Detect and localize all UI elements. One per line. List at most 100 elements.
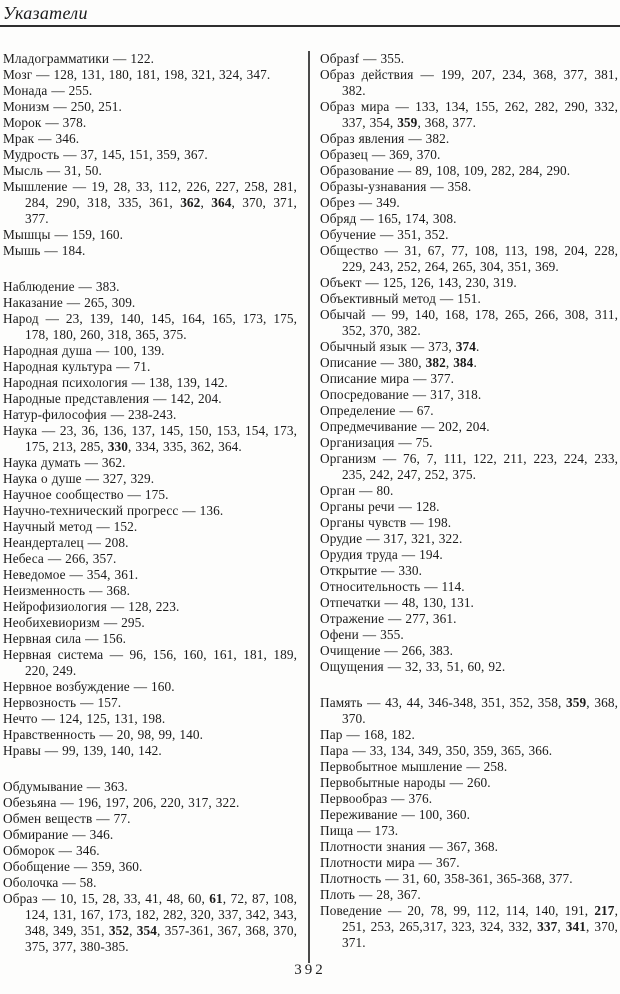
column-divider — [308, 51, 310, 963]
index-entry: Образец — 369, 370. — [320, 147, 441, 162]
index-entry: Нечто — 124, 125, 131, 198. — [3, 711, 166, 726]
index-entry: Переживание — 100, 360. — [320, 807, 471, 822]
index-entry: Народная душа — 100, 139. — [3, 343, 165, 358]
index-entry: Нравственность — 20, 98, 99, 140. — [3, 727, 204, 742]
index-entry: Образ явления — 382. — [320, 131, 450, 146]
index-entry: Неизменность — 368. — [3, 583, 131, 598]
index-entry: Научное сообщество — 175. — [3, 487, 169, 502]
index-entry: Натур-философия — 238-243. — [3, 407, 177, 422]
index-entry: Опосредование — 317, 318. — [320, 387, 482, 402]
index-entry: Наука — 23, 36, 136, 137, 145, 150, 153,… — [3, 423, 297, 454]
index-entry: Морок — 378. — [3, 115, 87, 130]
index-entry: Народ — 23, 139, 140, 145, 164, 165, 173… — [3, 311, 297, 342]
index-entry: Нервное возбуждение — 160. — [3, 679, 175, 694]
index-entry: Орудие — 317, 321, 322. — [320, 531, 463, 546]
index-entry: Наука о душе — 327, 329. — [3, 471, 155, 486]
index-entry: Образование — 89, 108, 109, 282, 284, 29… — [320, 163, 571, 178]
index-entry: Мышь — 184. — [3, 243, 86, 258]
index-entry: Народная культура — 71. — [3, 359, 151, 374]
index-entry: Нейрофизиология — 128, 223. — [3, 599, 180, 614]
index-entry: Образы-узнавания — 358. — [320, 179, 472, 194]
index-entry: Наука думать — 362. — [3, 455, 126, 470]
index-entry: Обобщение — 359, 360. — [3, 859, 143, 874]
index-entry: Народные представления — 142, 204. — [3, 391, 222, 406]
index-entry: Обычный язык — 373, 374. — [320, 339, 480, 354]
index-entry: Нравы — 99, 139, 140, 142. — [3, 743, 162, 758]
index-entry: Нервная сила — 156. — [3, 631, 127, 646]
index-entry: Небеса — 266, 357. — [3, 551, 117, 566]
index-column-right: Образf — 355. Образ действия — 199, 207, … — [310, 51, 620, 951]
index-entry: Младограмматики — 122. — [3, 51, 154, 66]
section-gap — [320, 675, 618, 695]
index-entry: Плоть — 28, 367. — [320, 887, 421, 902]
page-number: 392 — [294, 962, 326, 978]
index-entry: Пар — 168, 182. — [320, 727, 415, 742]
index-entry: Поведение — 20, 78, 99, 112, 114, 140, 1… — [320, 903, 618, 950]
index-entry: Органы чувств — 198. — [320, 515, 452, 530]
index-column-left: Младограмматики — 122. Мозг — 128, 131, 1… — [0, 51, 308, 955]
index-entry: Орган — 80. — [320, 483, 394, 498]
index-entry: Научный метод — 152. — [3, 519, 138, 534]
index-entry: Обычай — 99, 140, 168, 178, 265, 266, 30… — [320, 307, 618, 338]
index-entry: Неандерталец — 208. — [3, 535, 129, 550]
index-entry: Организм — 76, 7, 111, 122, 211, 223, 22… — [320, 451, 618, 482]
index-entry: Описание — 380, 382, 384. — [320, 355, 477, 370]
index-entry: Память — 43, 44, 346-348, 351, 352, 358,… — [320, 695, 618, 726]
index-entry: Наблюдение — 383. — [3, 279, 120, 294]
index-entry: Отпечатки — 48, 130, 131. — [320, 595, 474, 610]
index-entry: Пища — 173. — [320, 823, 399, 838]
index-entry: Нервозность — 157. — [3, 695, 122, 710]
index-entry: Необихевиоризм — 295. — [3, 615, 145, 630]
index-columns: Младограмматики — 122. Мозг — 128, 131, 1… — [0, 51, 620, 963]
index-entry: Обрез — 349. — [320, 195, 400, 210]
index-entry: Открытие — 330. — [320, 563, 422, 578]
index-entry: Мысль — 31, 50. — [3, 163, 102, 178]
index-entry: Научно-технический прогресс — 136. — [3, 503, 224, 518]
page-header: Указатели — [0, 0, 620, 27]
index-entry: Обучение — 351, 352. — [320, 227, 449, 242]
index-entry: Обмирание — 346. — [3, 827, 114, 842]
index-entry: Очищение — 266, 383. — [320, 643, 453, 658]
index-entry: Первобытное мышление — 258. — [320, 759, 508, 774]
index-entry: Образf — 355. — [320, 51, 405, 66]
index-entry: Плотность — 31, 60, 358-361, 365-368, 37… — [320, 871, 573, 886]
index-entry: Наказание — 265, 309. — [3, 295, 136, 310]
index-entry: Народная психология — 138, 139, 142. — [3, 375, 228, 390]
index-entry: Мудрость — 37, 145, 151, 359, 367. — [3, 147, 208, 162]
index-entry: Относительность — 114. — [320, 579, 465, 594]
index-entry: Определение — 67. — [320, 403, 434, 418]
index-entry: Ощущения — 32, 33, 51, 60, 92. — [320, 659, 506, 674]
index-entry: Мрак — 346. — [3, 131, 80, 146]
index-entry: Опредмечивание — 202, 204. — [320, 419, 490, 434]
index-entry: Неведомое — 354, 361. — [3, 567, 139, 582]
index-entry: Плотности знания — 367, 368. — [320, 839, 498, 854]
index-entry: Обряд — 165, 174, 308. — [320, 211, 457, 226]
index-entry: Обмен веществ — 77. — [3, 811, 131, 826]
section-gap — [3, 259, 297, 279]
index-entry: Обдумывание — 363. — [3, 779, 128, 794]
index-entry: Отражение — 277, 361. — [320, 611, 457, 626]
index-entry: Образ действия — 199, 207, 234, 368, 377… — [320, 67, 618, 98]
index-entry: Монизм — 250, 251. — [3, 99, 122, 114]
index-entry: Образ мира — 133, 134, 155, 262, 282, 29… — [320, 99, 618, 130]
index-entry: Обезьяна — 196, 197, 206, 220, 317, 322. — [3, 795, 240, 810]
index-entry: Оболочка — 58. — [3, 875, 97, 890]
index-entry: Обморок — 346. — [3, 843, 100, 858]
index-entry: Мозг — 128, 131, 180, 181, 198, 321, 324… — [3, 67, 271, 82]
index-entry: Объективный метод — 151. — [320, 291, 481, 306]
index-entry: Общество — 31, 67, 77, 108, 113, 198, 20… — [320, 243, 618, 274]
index-entry: Орудия труда — 194. — [320, 547, 443, 562]
index-entry: Нервная система — 96, 156, 160, 161, 181… — [3, 647, 297, 678]
index-entry: Описание мира — 377. — [320, 371, 455, 386]
index-entry: Мышление — 19, 28, 33, 112, 226, 227, 25… — [3, 179, 297, 226]
index-entry: Монада — 255. — [3, 83, 93, 98]
index-entry: Офени — 355. — [320, 627, 404, 642]
page-title: Указатели — [3, 3, 88, 23]
index-entry: Объект — 125, 126, 143, 230, 319. — [320, 275, 517, 290]
index-entry: Органы речи — 128. — [320, 499, 440, 514]
index-entry: Образ — 10, 15, 28, 33, 41, 48, 60, 61, … — [3, 891, 298, 954]
index-entry: Первобытные народы — 260. — [320, 775, 491, 790]
index-entry: Первообраз — 376. — [320, 791, 433, 806]
index-entry: Пара — 33, 134, 349, 350, 359, 365, 366. — [320, 743, 553, 758]
